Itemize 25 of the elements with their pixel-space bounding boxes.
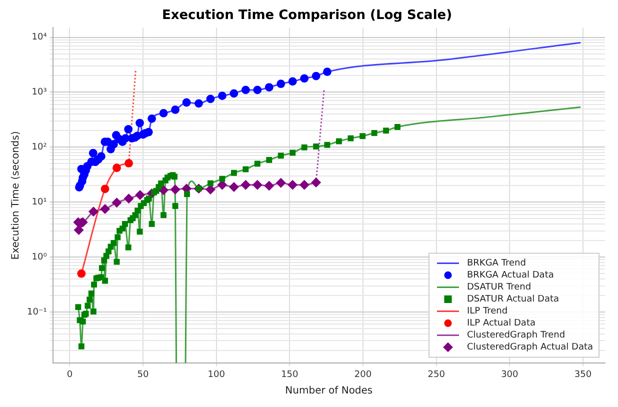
x-tick-label: 300 <box>501 370 519 380</box>
y-tick-label: 10³ <box>32 88 48 98</box>
legend-label: BRKGA Trend <box>466 258 526 269</box>
x-tick-label: 100 <box>208 370 226 380</box>
legend-label: ILP Actual Data <box>466 318 536 329</box>
x-tick-label: 0 <box>66 370 73 380</box>
x-tick-label: 350 <box>574 370 592 380</box>
x-axis-title: Number of Nodes <box>285 386 373 397</box>
legend-label: BRKGA Actual Data <box>466 270 554 281</box>
y-tick-label: 10² <box>32 142 48 153</box>
legend-label: DSATUR Trend <box>466 282 532 293</box>
legend-label: ClusteredGraph Actual Data <box>466 342 594 353</box>
x-tick-label: 50 <box>137 370 150 380</box>
y-tick-label: 10⁰ <box>32 252 48 262</box>
legend-label: ILP Trend <box>466 306 508 317</box>
legend-label: DSATUR Actual Data <box>466 294 560 305</box>
y-tick-label: 10¹ <box>32 197 48 208</box>
legend-label: ClusteredGraph Trend <box>466 330 566 341</box>
x-tick-label: 250 <box>428 370 446 380</box>
y-axis-title: Execution Time (seconds) <box>10 131 22 260</box>
y-tick-label: 10⁴ <box>32 32 48 43</box>
chart-title: Execution Time Comparison (Log Scale) <box>162 8 452 24</box>
x-tick-label: 150 <box>281 370 299 380</box>
y-tick-label: 10⁻¹ <box>27 307 48 318</box>
x-tick-label: 200 <box>354 370 372 380</box>
